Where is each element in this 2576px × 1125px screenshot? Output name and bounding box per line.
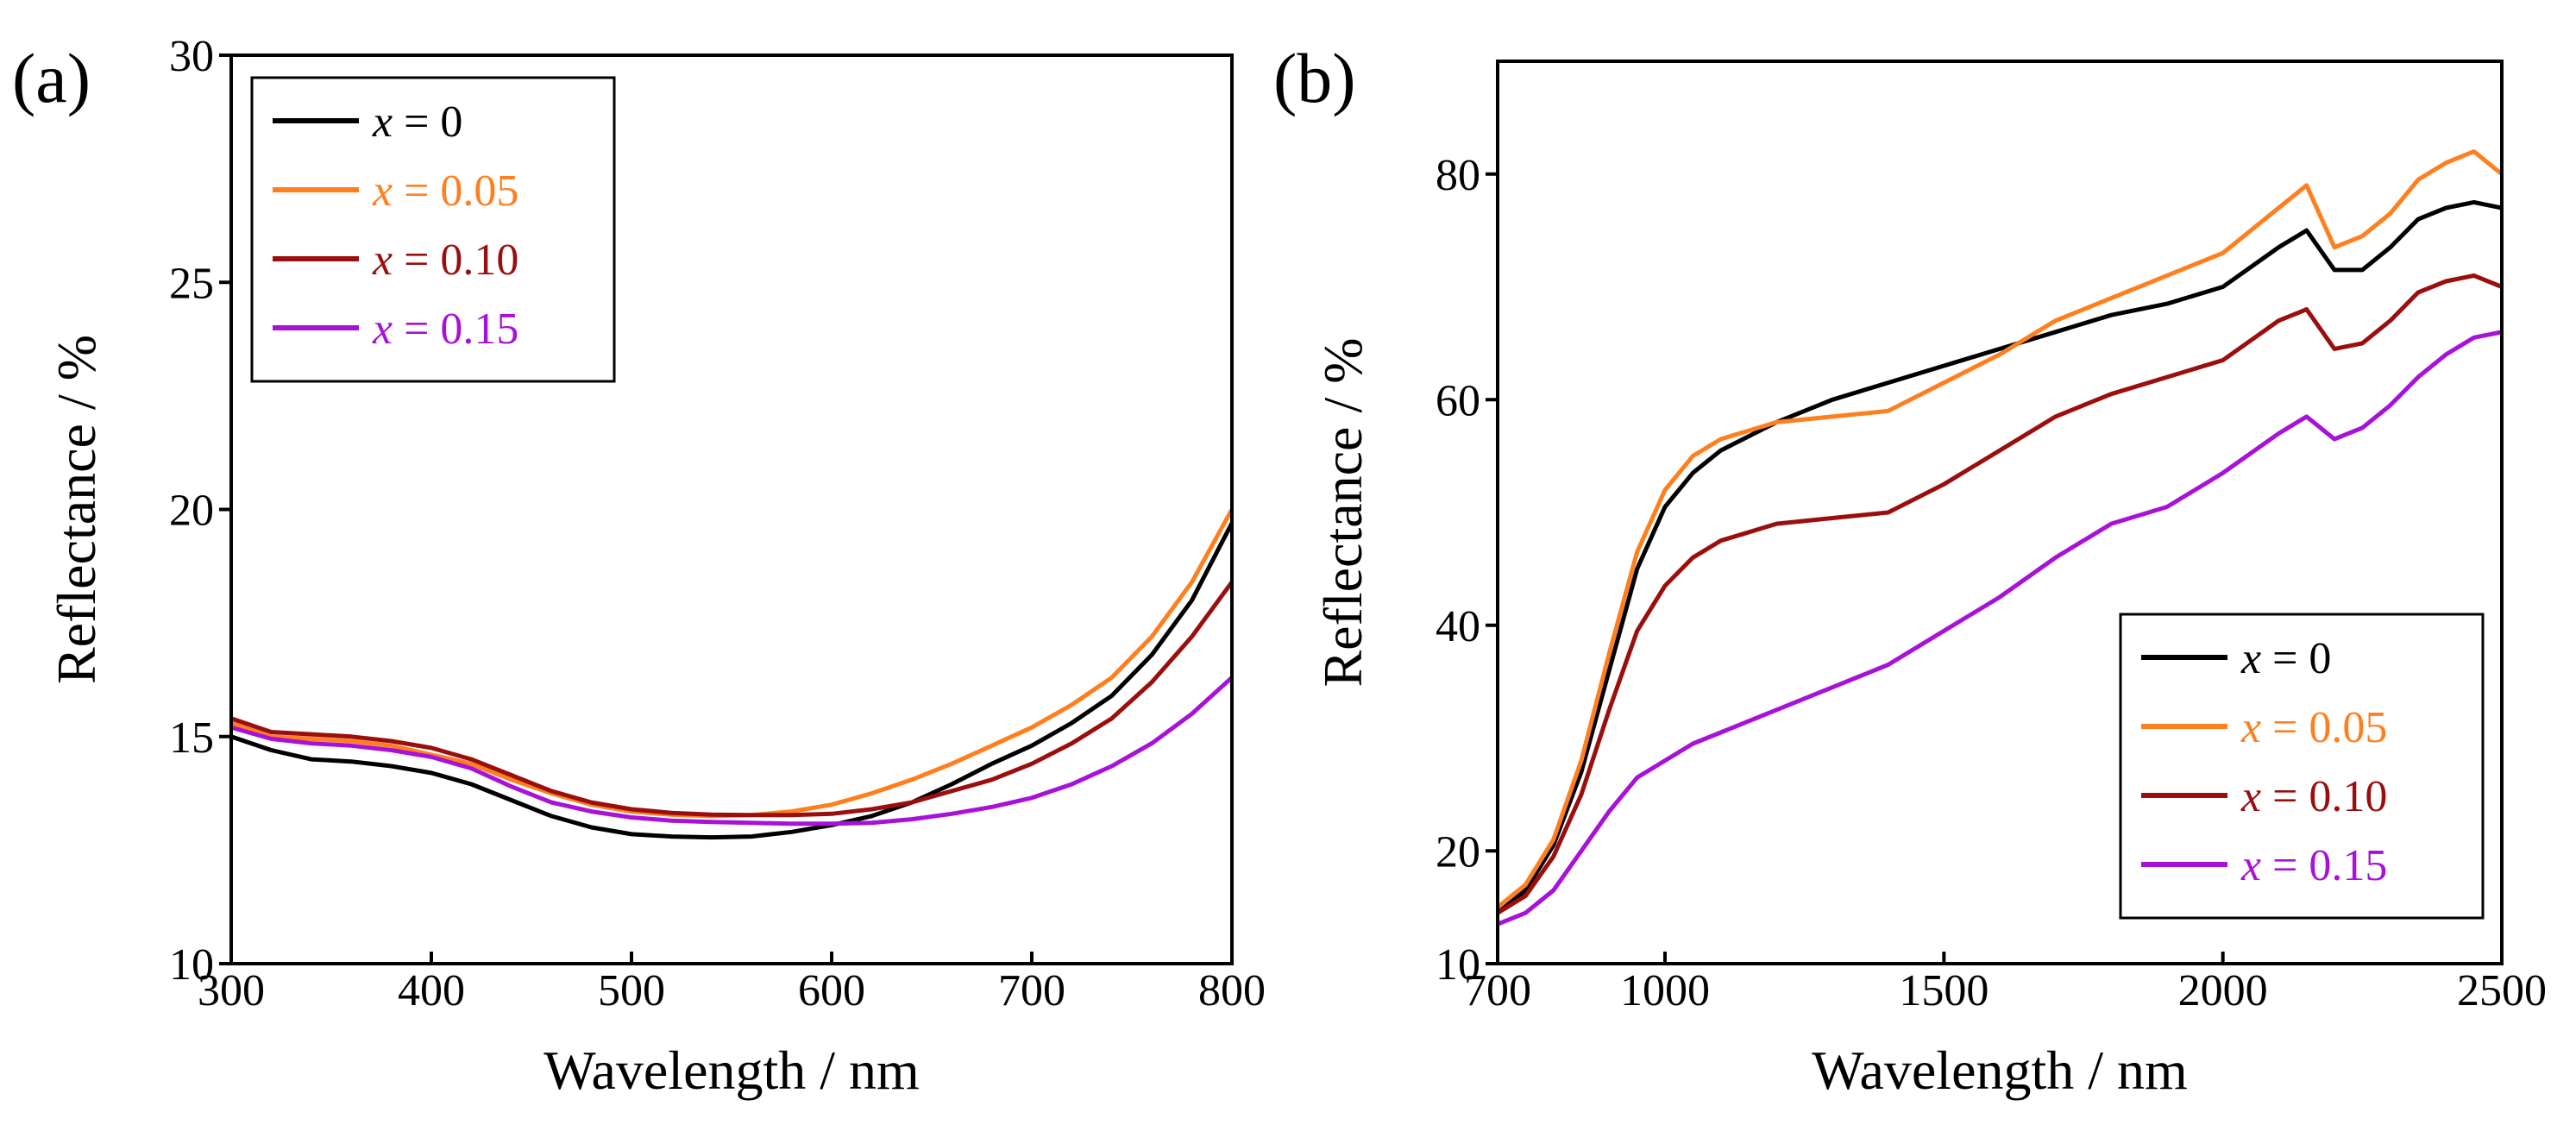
legend-box — [250, 76, 616, 383]
series-line-1 — [231, 507, 1232, 819]
x-tick-label: 2000 — [2178, 966, 2268, 1015]
series-line-3 — [1498, 330, 2502, 927]
legend-label: x = 0.10 — [2240, 772, 2387, 821]
legend-box — [2119, 613, 2485, 920]
series-line-3 — [231, 675, 1232, 826]
legend-label: x = 0 — [372, 97, 462, 147]
x-axis-title: Wavelength / nm — [1812, 1040, 2188, 1101]
series-line-0 — [1498, 199, 2502, 915]
x-axis-title: Wavelength / nm — [543, 1040, 920, 1101]
y-tick-label: 15 — [169, 713, 214, 763]
panel-b: (b) 700 1000 1500 2000 2500 10 20 40 60 80 Waveleng… — [1273, 39, 2547, 1101]
legend-label: x = 0 — [2240, 634, 2331, 683]
y-tick-label: 10 — [169, 940, 214, 990]
legend: x = 0 x = 0.05 x = 0.10 x = 0.15 — [2119, 613, 2485, 920]
legend-label: x = 0.15 — [372, 305, 518, 354]
x-tick-label: 700 — [1464, 966, 1531, 1015]
y-axis-title: Reflectance / % — [46, 335, 107, 684]
y-axis-title: Reflectance / % — [1312, 337, 1373, 687]
legend: x = 0 x = 0.05 x = 0.10 x = 0.15 — [250, 76, 616, 383]
panel-label: (a) — [12, 39, 91, 117]
x-tick-label: 400 — [398, 966, 465, 1015]
y-tick-label: 20 — [169, 487, 214, 536]
y-tick-label: 30 — [169, 32, 214, 81]
series-line-1 — [1498, 149, 2502, 910]
y-tick-label: 60 — [1436, 376, 1480, 425]
y-tick-label: 25 — [169, 259, 214, 308]
y-tick-label: 20 — [1436, 827, 1480, 877]
plot-frame — [1496, 60, 2504, 965]
x-tick-label: 300 — [198, 966, 265, 1015]
panel-a: (a) 300 400 500 600 700 800 10 15 20 25 30 Wavelengt… — [12, 32, 1266, 1101]
legend-label: x = 0.05 — [372, 167, 518, 216]
x-tick-label: 1500 — [1899, 966, 1989, 1015]
x-tick-label: 600 — [798, 966, 865, 1015]
y-tick-label: 40 — [1436, 602, 1480, 651]
series-line-0 — [231, 520, 1232, 840]
x-tick-label: 800 — [1198, 966, 1266, 1015]
series-line-2 — [231, 580, 1232, 818]
x-tick-label: 500 — [598, 966, 665, 1015]
series-line-2 — [1498, 273, 2502, 915]
y-tick-label: 80 — [1436, 151, 1480, 200]
x-tick-label: 700 — [998, 966, 1065, 1015]
legend-label: x = 0.10 — [372, 236, 518, 285]
legend-label: x = 0.15 — [2240, 841, 2387, 890]
y-tick-label: 10 — [1436, 940, 1480, 990]
x-tick-label: 1000 — [1620, 966, 1710, 1015]
panel-label: (b) — [1273, 39, 1356, 117]
x-tick-label: 2500 — [2457, 966, 2547, 1015]
legend-label: x = 0.05 — [2240, 703, 2387, 752]
